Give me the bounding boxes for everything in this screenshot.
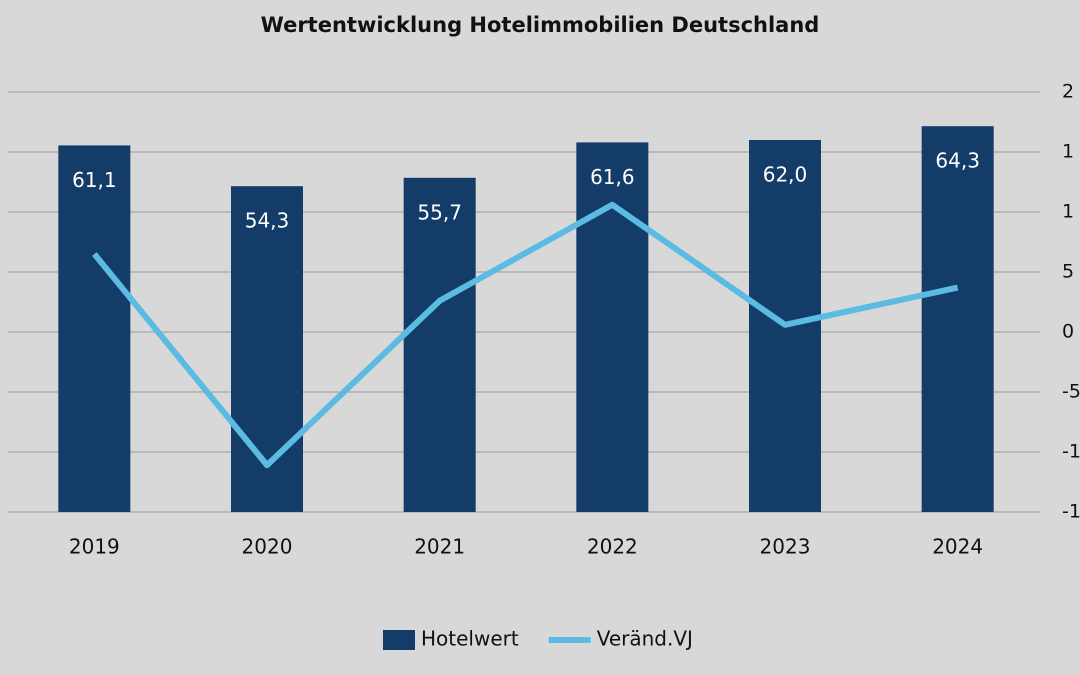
bar (231, 186, 303, 512)
bar (921, 126, 994, 512)
x-tick-label: 2019 (69, 535, 120, 559)
legend-label: Hotelwert (421, 627, 519, 651)
line (92, 201, 959, 469)
data-label: 64,3 (935, 149, 980, 173)
data-label: 61,1 (72, 168, 117, 192)
legend-swatch (383, 630, 415, 650)
y2-tick-label: -5 (1062, 381, 1080, 403)
data-label: 54,3 (245, 209, 290, 233)
y2-tick-label: -1 (1062, 441, 1080, 463)
x-tick-label: 2020 (242, 535, 293, 559)
y2-tick-label: 5 (1062, 261, 1074, 283)
bar (58, 145, 131, 512)
y2-tick-label: 2 (1062, 81, 1074, 103)
bar (576, 142, 649, 512)
chart-title: Wertentwicklung Hotelimmobilien Deutschl… (261, 13, 820, 37)
data-label: 62,0 (763, 163, 808, 187)
y2-tick-label: 1 (1062, 141, 1074, 163)
bar (403, 177, 476, 513)
x-tick-label: 2021 (414, 535, 465, 559)
y2-tick-label: -1 (1062, 501, 1080, 523)
legend-label: Veränd.VJ (597, 627, 693, 651)
data-label: 61,6 (590, 165, 635, 189)
x-tick-label: 2023 (760, 535, 811, 559)
x-tick-label: 2022 (587, 535, 638, 559)
data-label: 55,7 (417, 200, 462, 224)
y2-tick-label: 0 (1062, 321, 1074, 343)
y2-tick-label: 1 (1062, 201, 1074, 223)
x-tick-label: 2024 (932, 535, 983, 559)
